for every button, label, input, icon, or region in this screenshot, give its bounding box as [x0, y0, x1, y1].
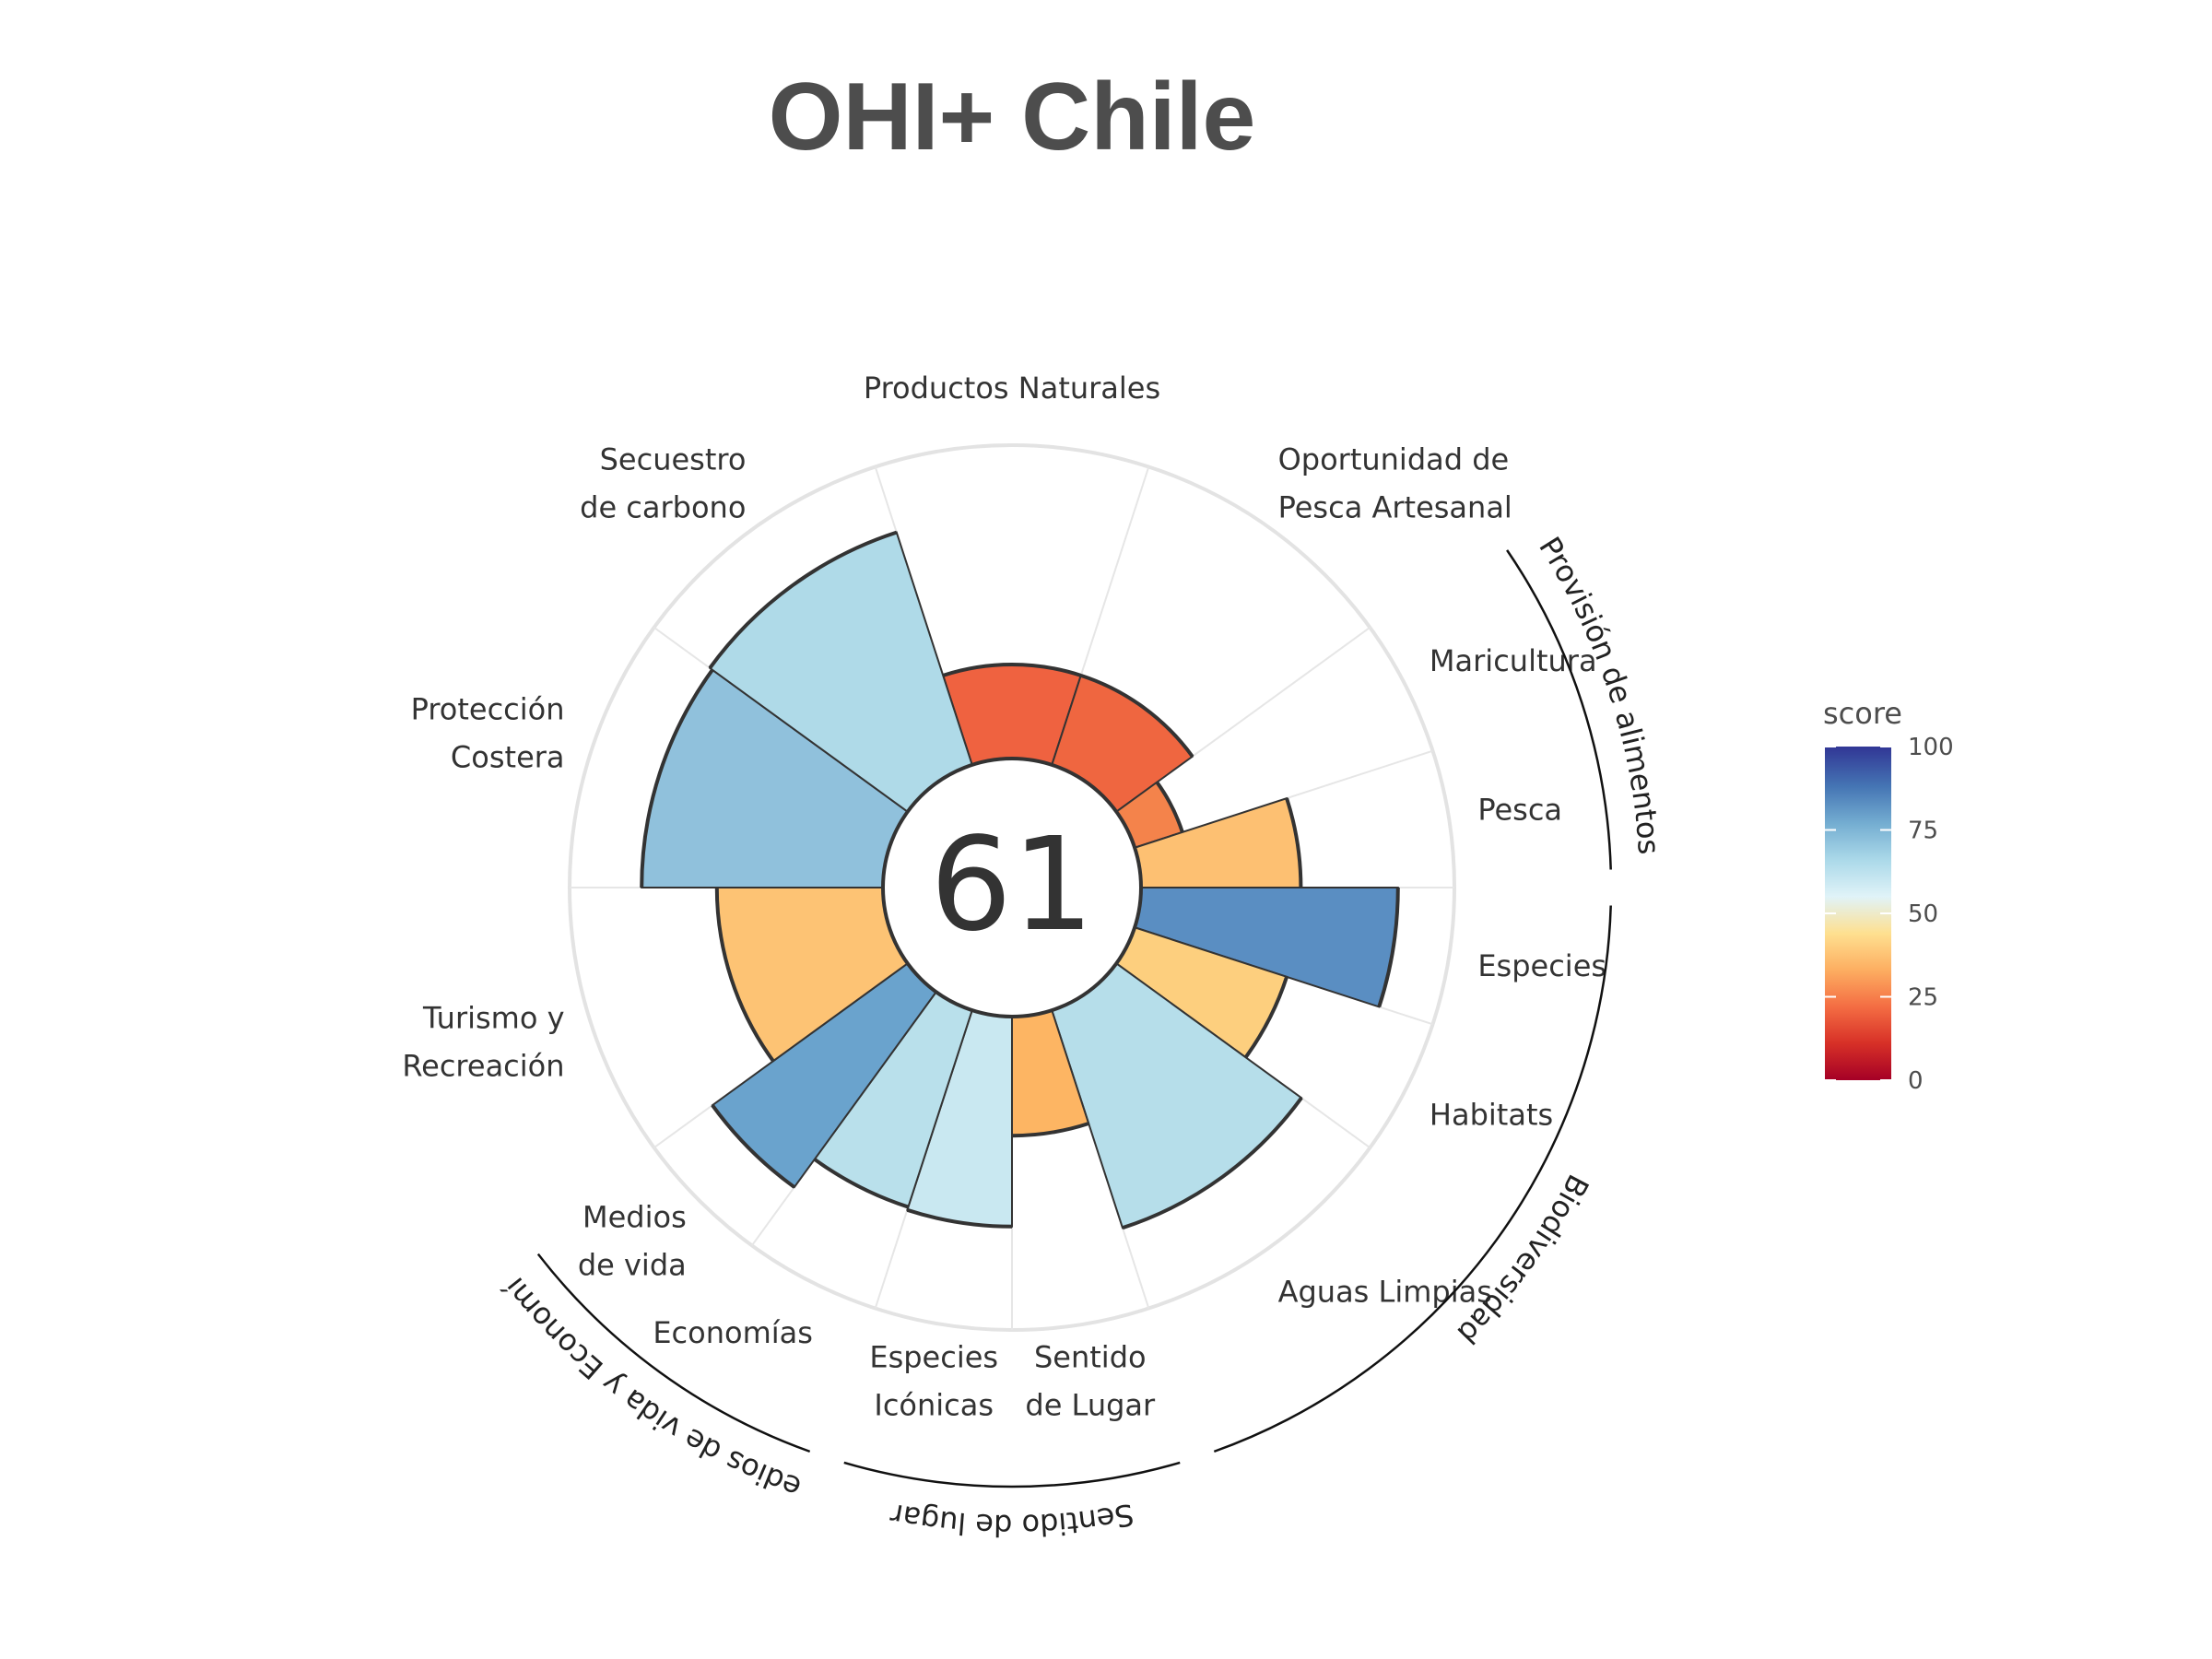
- goal-label: Maricultura: [1430, 643, 1597, 678]
- petal-edge-2: [1155, 781, 1184, 833]
- goal-label: Especies: [1477, 948, 1606, 983]
- petals: [640, 530, 1400, 1230]
- group-label-text: Biodiversidad: [1451, 1169, 1596, 1351]
- group-label: Sentido de lugar: [887, 1497, 1136, 1544]
- group-label: Biodiversidad: [1451, 1169, 1596, 1351]
- petal-edge-0: [942, 663, 1082, 677]
- petal-edge-6: [1122, 1097, 1303, 1230]
- goal-label: Habitats: [1430, 1097, 1553, 1132]
- goal-label: Recreación: [402, 1049, 564, 1084]
- colorbar-tick-label: 0: [1908, 1067, 1924, 1095]
- petal-edge-3: [1285, 797, 1303, 888]
- petal-edge-1: [1080, 673, 1194, 758]
- colorbar-tick-label: 50: [1908, 900, 1938, 928]
- goal-label: Icónicas: [874, 1388, 994, 1423]
- goal-label: Protección: [411, 692, 565, 727]
- petal-edge-10: [711, 1103, 796, 1189]
- goal-label: de carbono: [580, 490, 746, 525]
- goal-label: Medios: [582, 1199, 687, 1234]
- group-arc: [1213, 905, 1612, 1453]
- legend: score 0 25 50 75 100: [1823, 696, 1954, 1095]
- group-arc: [536, 1253, 811, 1453]
- petal-edge-9: [813, 1158, 910, 1209]
- goal-label: Economías: [653, 1315, 813, 1350]
- petal-edge-13: [708, 530, 898, 670]
- legend-title: score: [1823, 696, 1902, 731]
- petal-edge-11: [714, 887, 775, 1063]
- goal-label: Oportunidad de: [1278, 442, 1510, 477]
- goal-label: de Lugar: [1025, 1388, 1156, 1423]
- group-arc: [843, 1461, 1181, 1488]
- chart-title: OHI+ Chile: [769, 64, 1256, 171]
- petal-edge-7: [1011, 1122, 1089, 1138]
- petal-edge-8: [906, 1207, 1013, 1229]
- colorbar-ticks: 0 25 50 75 100: [1825, 734, 1954, 1095]
- petal-edge-5: [1243, 976, 1288, 1059]
- goal-label: Turismo y: [422, 1001, 565, 1036]
- goal-label: Aguas Limpias: [1278, 1275, 1492, 1310]
- goal-label: Sentido: [1034, 1340, 1147, 1375]
- goal-label: Especies: [869, 1340, 998, 1375]
- goal-label: Productos Naturales: [864, 371, 1160, 406]
- petal-edge-4: [1377, 887, 1400, 1008]
- group-arc: [1506, 549, 1612, 870]
- goal-label: Secuestro: [600, 442, 747, 477]
- goal-label: de vida: [578, 1247, 687, 1282]
- center-score: 61: [930, 810, 1094, 960]
- petal-edge-12: [640, 668, 714, 888]
- goal-label: Pesca: [1477, 792, 1562, 827]
- goal-labels: Productos Naturales Oportunidad de Pesca A…: [402, 371, 1606, 1422]
- goal-label: Pesca Artesanal: [1278, 490, 1512, 525]
- center-circle: [881, 757, 1143, 1018]
- goal-label: Costera: [451, 740, 565, 775]
- colorbar-tick-label: 25: [1908, 984, 1938, 1012]
- colorbar-tick-label: 75: [1908, 818, 1938, 845]
- group-label-text: Sentido de lugar: [887, 1497, 1136, 1544]
- colorbar-tick-label: 100: [1908, 734, 1954, 761]
